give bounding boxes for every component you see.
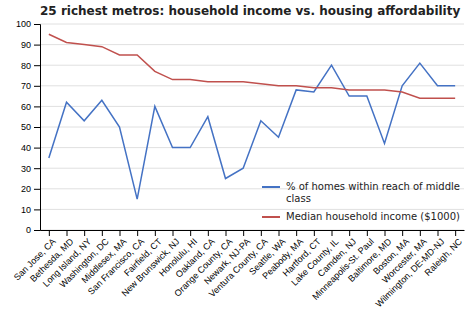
x-tick-mark bbox=[67, 230, 68, 236]
y-tick-mark bbox=[34, 106, 40, 107]
series-line bbox=[49, 63, 455, 199]
grid-line bbox=[40, 230, 464, 231]
grid-line bbox=[40, 106, 464, 107]
x-tick-mark bbox=[137, 230, 138, 236]
x-tick-mark bbox=[438, 230, 439, 236]
y-tick-label: 10 bbox=[21, 205, 31, 215]
legend-entry: Median household income ($1000) bbox=[262, 211, 460, 222]
x-tick: Raleigh, NC bbox=[423, 230, 465, 278]
y-tick: 10 bbox=[21, 205, 40, 215]
grid-line bbox=[40, 168, 464, 169]
y-tick-label: 50 bbox=[21, 122, 31, 132]
x-axis-line bbox=[41, 230, 465, 231]
grid-line bbox=[40, 209, 464, 210]
y-tick-label: 100 bbox=[16, 19, 31, 29]
y-tick-mark bbox=[34, 209, 40, 210]
x-tick-mark bbox=[84, 230, 85, 236]
x-axis: San Jose, CABethesda, MDLong Island, NYW… bbox=[12, 230, 465, 309]
x-tick-label: Wilmington, DE-MD-NJ bbox=[374, 236, 447, 309]
y-tick-mark bbox=[34, 127, 40, 128]
series-lines bbox=[49, 34, 455, 199]
x-tick-mark bbox=[349, 230, 350, 236]
y-tick: 30 bbox=[21, 164, 40, 174]
y-tick-mark bbox=[34, 45, 40, 46]
y-tick-mark bbox=[34, 168, 40, 169]
y-tick-mark bbox=[34, 24, 40, 25]
legend-label-line: % of homes within reach of middle bbox=[286, 181, 460, 192]
legend-swatch bbox=[262, 186, 280, 188]
y-tick: 90 bbox=[21, 40, 40, 50]
grid-line bbox=[40, 127, 464, 128]
x-tick-mark bbox=[243, 230, 244, 236]
series-line bbox=[49, 34, 455, 98]
x-tick-mark bbox=[455, 230, 456, 236]
x-tick-mark bbox=[120, 230, 121, 236]
legend-swatch bbox=[262, 216, 280, 218]
grid-line bbox=[40, 147, 464, 148]
y-tick: 20 bbox=[21, 184, 40, 194]
x-tick-mark bbox=[367, 230, 368, 236]
x-tick-mark bbox=[261, 230, 262, 236]
grid-line bbox=[40, 24, 464, 25]
x-tick-mark bbox=[190, 230, 191, 236]
y-tick-label: 60 bbox=[21, 102, 31, 112]
x-tick-mark bbox=[102, 230, 103, 236]
x-tick-mark bbox=[332, 230, 333, 236]
y-axis: 0 10 20 30 40 50 60 70 80 90 100 bbox=[16, 19, 41, 235]
x-tick-mark bbox=[314, 230, 315, 236]
title: 25 richest metros: household income vs. … bbox=[40, 4, 460, 18]
y-tick-mark bbox=[34, 65, 40, 66]
x-tick-mark bbox=[296, 230, 297, 236]
y-tick-label: 90 bbox=[21, 40, 31, 50]
x-tick-mark bbox=[208, 230, 209, 236]
y-tick-label: 70 bbox=[21, 81, 31, 91]
y-tick: 100 bbox=[16, 19, 40, 29]
y-tick: 80 bbox=[21, 61, 40, 71]
y-tick-label: 80 bbox=[21, 61, 31, 71]
y-tick: 60 bbox=[21, 102, 40, 112]
x-tick-mark bbox=[279, 230, 280, 236]
y-axis-line bbox=[34, 25, 41, 231]
legend-label: % of homes within reach of middleclass bbox=[286, 181, 460, 204]
grid-line bbox=[40, 44, 464, 45]
x-tick-mark bbox=[226, 230, 227, 236]
legend-label-line: Median household income ($1000) bbox=[286, 211, 460, 222]
y-tick-mark bbox=[34, 189, 40, 190]
chart: 0 10 20 30 40 50 60 70 80 90 100 San Jose, CABethes… bbox=[0, 0, 474, 310]
y-tick: 40 bbox=[21, 143, 40, 153]
y-tick-mark bbox=[34, 86, 40, 87]
x-tick-mark bbox=[173, 230, 174, 236]
plot: 0 10 20 30 40 50 60 70 80 90 100 San Jose, CABethes… bbox=[12, 19, 465, 309]
y-tick: 50 bbox=[21, 122, 40, 132]
y-tick-mark bbox=[34, 148, 40, 149]
grid-line bbox=[40, 65, 464, 66]
legend-label-line: class bbox=[286, 193, 311, 204]
legend: % of homes within reach of middleclass Me… bbox=[262, 181, 460, 222]
x-tick-mark bbox=[420, 230, 421, 236]
grid-line bbox=[40, 85, 464, 86]
y-tick-label: 0 bbox=[26, 225, 31, 235]
y-tick-mark bbox=[34, 230, 40, 231]
y-tick: 70 bbox=[21, 81, 40, 91]
x-tick-label: Raleigh, NC bbox=[423, 236, 465, 278]
y-tick: 0 bbox=[26, 225, 40, 235]
x-tick-mark bbox=[402, 230, 403, 236]
grid bbox=[40, 24, 464, 230]
x-tick-mark bbox=[155, 230, 156, 236]
x-tick-mark bbox=[385, 230, 386, 236]
legend-label: Median household income ($1000) bbox=[286, 211, 460, 222]
legend-entry: % of homes within reach of middleclass bbox=[262, 181, 460, 204]
x-tick-mark bbox=[49, 230, 50, 236]
y-tick-label: 20 bbox=[21, 184, 31, 194]
y-tick-label: 40 bbox=[21, 143, 31, 153]
y-tick-label: 30 bbox=[21, 164, 31, 174]
